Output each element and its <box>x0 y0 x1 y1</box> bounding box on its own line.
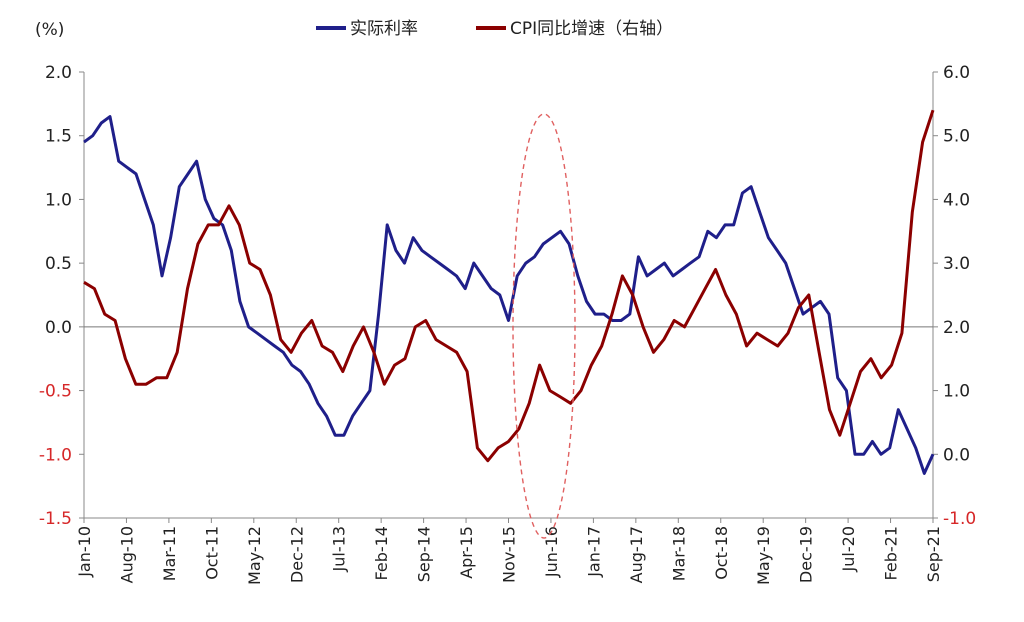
right-axis-tick-label: 3.0 <box>943 254 970 274</box>
series-layer <box>83 109 935 475</box>
legend-label: 实际利率 <box>350 19 418 39</box>
right-axis-tick-label: 4.0 <box>943 190 970 210</box>
real-rate-series-line <box>83 115 935 475</box>
x-axis-tick-label: Sep-21 <box>924 526 943 582</box>
x-axis-tick-label: Feb-21 <box>882 526 901 580</box>
x-axis-tick-label: Feb-14 <box>372 526 391 580</box>
x-axis-tick-label: Sep-14 <box>415 526 434 582</box>
x-axis-tick-label: May-19 <box>754 526 773 585</box>
x-axis-tick-label: Apr-15 <box>457 526 476 579</box>
right-axis-tick-label: 5.0 <box>943 127 970 147</box>
x-axis-tick-label: Aug-10 <box>117 526 136 583</box>
x-axis-tick-label: Aug-17 <box>627 526 646 583</box>
left-axis-tick-label: 2.0 <box>45 63 72 83</box>
left-axis-tick-label: 0.5 <box>45 254 72 274</box>
x-axis-tick-label: Mar-18 <box>669 526 688 581</box>
x-axis-tick-label: Oct-18 <box>712 526 731 580</box>
left-axis-tick-label: 1.0 <box>45 190 72 210</box>
x-axis-tick-label: Jan-10 <box>75 526 94 578</box>
x-axis-tick-label: Mar-11 <box>160 526 179 581</box>
left-axis-tick-label: -0.5 <box>39 382 72 402</box>
x-axis-tick-label: Jul-20 <box>839 526 858 572</box>
right-axis-tick-label: 6.0 <box>943 63 970 83</box>
left-axis-tick-label: 0.0 <box>45 318 72 338</box>
legend: 实际利率 CPI同比增速（右轴） <box>316 19 673 39</box>
right-axis-tick-label: 0.0 <box>943 445 970 465</box>
x-axis-tick-label: Jan-17 <box>584 526 603 578</box>
left-axis-tick-label: 1.5 <box>45 127 72 147</box>
x-axis-tick-label: Jul-13 <box>330 526 349 572</box>
x-axis-tick-label: Nov-15 <box>500 526 519 583</box>
x-axis-tick-label: Oct-11 <box>202 526 221 580</box>
x-axis-tick-label: Dec-12 <box>287 526 306 583</box>
left-axis-tick-label: -1.5 <box>39 509 72 529</box>
x-axis-tick-label: Dec-19 <box>797 526 816 583</box>
legend-label: CPI同比增速（右轴） <box>510 19 673 39</box>
right-axis-tick-label: 1.0 <box>943 382 970 402</box>
left-axis-unit-label: (%) <box>35 20 64 40</box>
right-axis-tick-label: -1.0 <box>943 509 976 529</box>
left-axis-tick-label: -1.0 <box>39 445 72 465</box>
cpi-series-line <box>83 109 935 463</box>
right-axis-tick-label: 2.0 <box>943 318 970 338</box>
highlight-ellipse <box>512 113 576 539</box>
axes-layer: 2.0 1.5 1.0 0.5 0.0 -0.5 -1.0 -1.5 6.0 5.0 4.0 3.0 2… <box>39 63 976 585</box>
x-axis-tick-label: Jun-16 <box>542 526 561 578</box>
x-axis-tick-label: May-12 <box>245 526 264 585</box>
